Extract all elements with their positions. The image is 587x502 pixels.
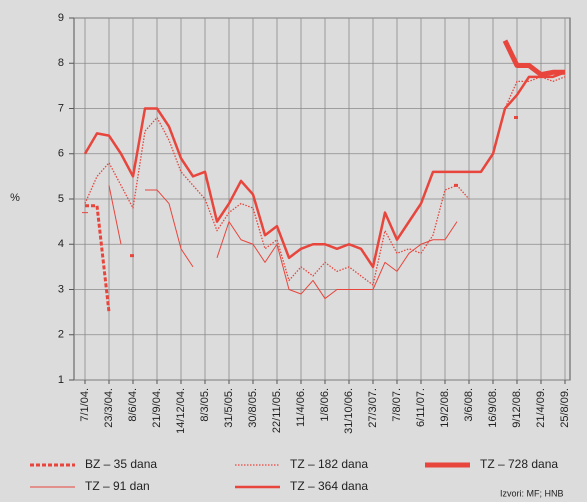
legend-label: TZ – 728 dana (480, 457, 558, 471)
x-tick-label: 3/6/08. (463, 388, 475, 422)
legend-label: TZ – 182 dana (290, 457, 368, 471)
x-tick-label: 27/3/07. (367, 388, 379, 428)
legend-label: BZ – 35 dana (85, 457, 157, 471)
x-tick-label: 31/10/06. (343, 388, 355, 434)
series-line (502, 39, 565, 78)
legend-label: TZ – 364 dana (290, 479, 368, 493)
series-line (83, 71, 566, 269)
x-tick-label: 31/5/05. (223, 388, 235, 428)
x-tick-label: 25/8/09. (559, 388, 571, 428)
x-tick-label: 1/8/06. (319, 388, 331, 422)
x-tick-label: 9/12/08. (511, 388, 523, 428)
x-tick-label: 21/4/09. (535, 388, 547, 428)
y-tick-label: 5 (58, 193, 64, 205)
series-line (82, 185, 458, 300)
x-tick-label: 11/4/06. (295, 388, 307, 427)
y-tick-label: 3 (58, 283, 64, 295)
x-tick-label: 23/3/04. (103, 388, 115, 428)
x-tick-label: 22/11/05. (271, 388, 283, 433)
legend-label: TZ – 91 dan (85, 479, 150, 493)
x-tick-label: 7/8/07. (391, 388, 403, 422)
y-axis-label: % (10, 192, 20, 204)
y-tick-label: 4 (58, 238, 64, 250)
y-tick-label: 7 (58, 102, 64, 114)
x-tick-label: 30/8/05. (247, 388, 259, 428)
y-tick-label: 1 (58, 374, 64, 386)
legend: BZ – 35 dana TZ – 182 dana TZ – 728 dana TZ… (30, 457, 558, 493)
x-tick-label: 8/3/05. (199, 388, 211, 422)
x-tick-label: 7/1/04. (79, 388, 91, 422)
source: Izvori: MF; HNB (500, 488, 564, 498)
y-tick-label: 8 (58, 57, 64, 69)
x-tick-label: 8/6/04. (127, 388, 139, 422)
x-tick-label: 16/9/08. (487, 388, 499, 428)
x-tick-label: 21/9/04. (151, 388, 163, 428)
x-tick-label: 6/11/07. (415, 388, 427, 427)
series-line (85, 116, 520, 313)
y-tick-label: 6 (58, 148, 64, 160)
y-tick-label: 2 (58, 329, 64, 341)
x-tick-label: 19/2/08. (439, 388, 451, 428)
series-line (84, 76, 566, 286)
x-tick-label: 14/12/04. (175, 388, 187, 434)
y-tick-label: 9 (58, 12, 64, 24)
